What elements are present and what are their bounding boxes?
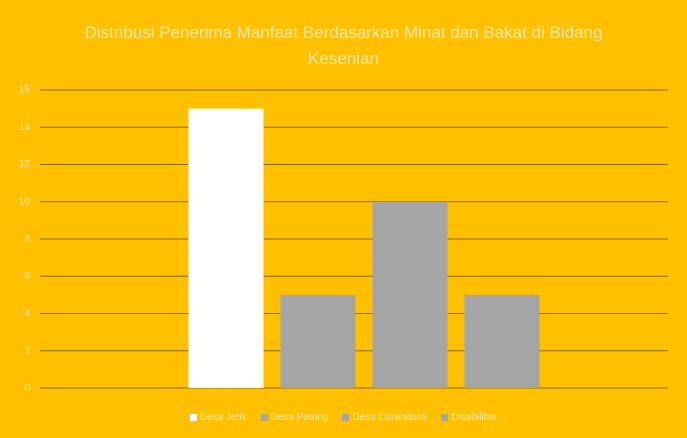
y-tick-label: 0 [24,383,30,394]
y-tick-label: 14 [19,122,31,133]
legend: Desa Jetis Desa Petung Desa Curahdami Disab… [0,412,687,423]
y-tick-label: 16 [19,85,31,96]
bar [188,108,264,388]
bar [464,294,540,388]
legend-item: Disabilitas [441,412,497,423]
legend-label: Disabilitas [451,412,498,423]
bar [372,201,448,388]
y-tick-label: 8 [24,234,30,245]
legend-item: Desa Curahdami [342,412,427,423]
y-tick-label: 4 [24,308,30,319]
y-tick-label: 12 [19,159,31,170]
legend-item: Desa Jetis [189,412,247,423]
bar [280,294,356,388]
legend-item: Desa Petung [260,412,329,423]
legend-swatch [342,414,350,421]
y-tick-label: 2 [24,345,30,356]
legend-swatch [189,414,197,421]
chart-title: Distribusi Penerima Manfaat Berdasarkan … [84,23,603,68]
legend-swatch [441,414,449,421]
legend-swatch [260,414,268,421]
y-tick-label: 10 [19,196,31,207]
y-tick-label: 6 [24,271,30,282]
legend-label: Desa Jetis [199,412,247,423]
legend-label: Desa Petung [270,412,329,423]
legend-label: Desa Curahdami [352,412,428,423]
